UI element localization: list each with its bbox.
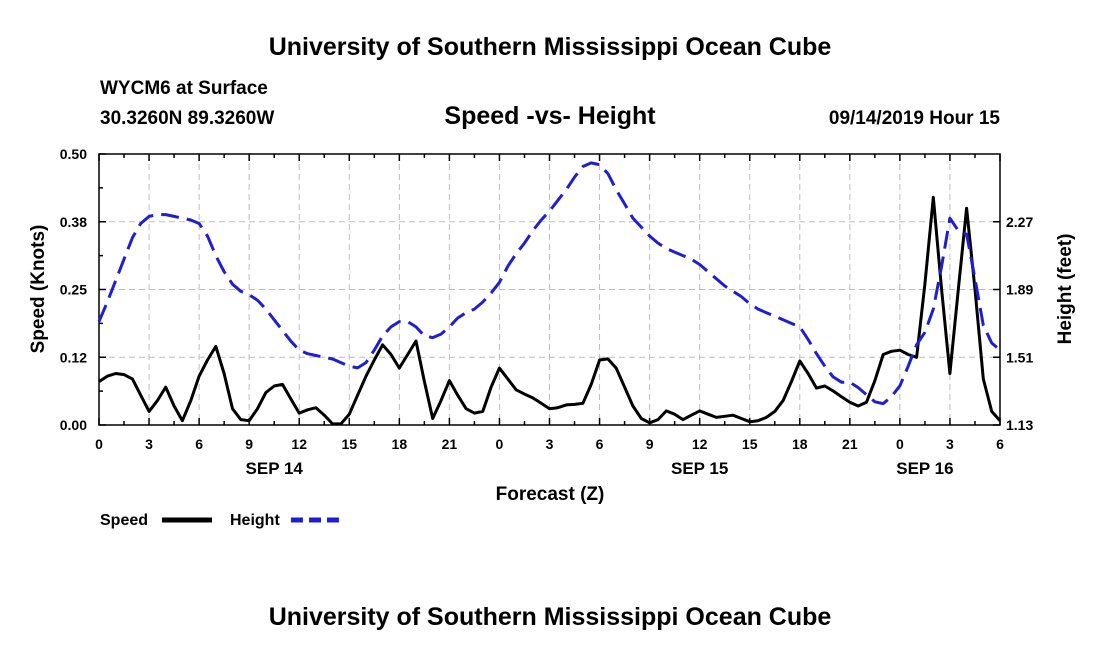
- x-tick-label: 21: [842, 436, 858, 452]
- y-axis-left-label: Speed (Knots): [28, 225, 49, 354]
- y-left-tick-label: 0.00: [60, 417, 87, 433]
- x-tick-label: 6: [996, 436, 1004, 452]
- y-axis-right-label: Height (feet): [1055, 234, 1076, 345]
- x-tick-label: 3: [145, 436, 153, 452]
- x-tick-label: 12: [291, 436, 307, 452]
- y-right-tick-label: 1.89: [1006, 282, 1033, 298]
- x-date-label: SEP 16: [896, 459, 953, 478]
- legend-label-speed: Speed: [100, 512, 148, 529]
- x-tick-label: 18: [392, 436, 408, 452]
- axes: 0 3 6 9 12 15 18 21 0 3 6 9 12 15 18 21 0 3 6 0.00 0.12 0.25 0…: [60, 146, 1034, 478]
- x-tick-label: 15: [341, 436, 357, 452]
- x-tick-label: 6: [596, 436, 604, 452]
- x-tick-label: 6: [195, 436, 203, 452]
- x-date-label: SEP 15: [671, 459, 728, 478]
- x-tick-label: 0: [95, 436, 103, 452]
- title-top: University of Southern Mississippi Ocean…: [269, 33, 832, 61]
- x-tick-label: 0: [896, 436, 904, 452]
- station-label: WYCM6 at Surface: [100, 78, 268, 99]
- grid: [99, 154, 1000, 425]
- series-line-speed: [98, 195, 1002, 426]
- x-tick-label: 0: [496, 436, 504, 452]
- y-right-tick-label: 2.27: [1006, 214, 1033, 230]
- x-tick-label: 3: [946, 436, 954, 452]
- x-tick-label: 18: [792, 436, 808, 452]
- y-left-tick-label: 0.25: [60, 282, 87, 298]
- y-right-tick-label: 1.13: [1006, 417, 1033, 433]
- datetime-label: 09/14/2019 Hour 15: [829, 108, 1001, 129]
- title-bottom: University of Southern Mississippi Ocean…: [269, 603, 832, 631]
- legend: Speed Height: [100, 512, 343, 529]
- y-left-tick-label: 0.12: [60, 349, 87, 365]
- legend-label-height: Height: [230, 512, 280, 529]
- y-left-tick-label: 0.50: [60, 146, 87, 162]
- x-tick-label: 21: [442, 436, 458, 452]
- x-tick-label: 12: [692, 436, 708, 452]
- x-tick-label: 9: [245, 436, 253, 452]
- plot-series: [97, 161, 1002, 426]
- x-axis-label: Forecast (Z): [496, 484, 605, 505]
- x-date-label: SEP 14: [246, 459, 304, 478]
- x-tick-label: 15: [742, 436, 758, 452]
- x-tick-label: 3: [546, 436, 554, 452]
- y-left-tick-label: 0.38: [60, 214, 87, 230]
- chart-title: Speed -vs- Height: [444, 102, 656, 130]
- coords-label: 30.3260N 89.3260W: [100, 108, 274, 129]
- y-right-tick-label: 1.51: [1006, 349, 1033, 365]
- x-tick-label: 9: [646, 436, 654, 452]
